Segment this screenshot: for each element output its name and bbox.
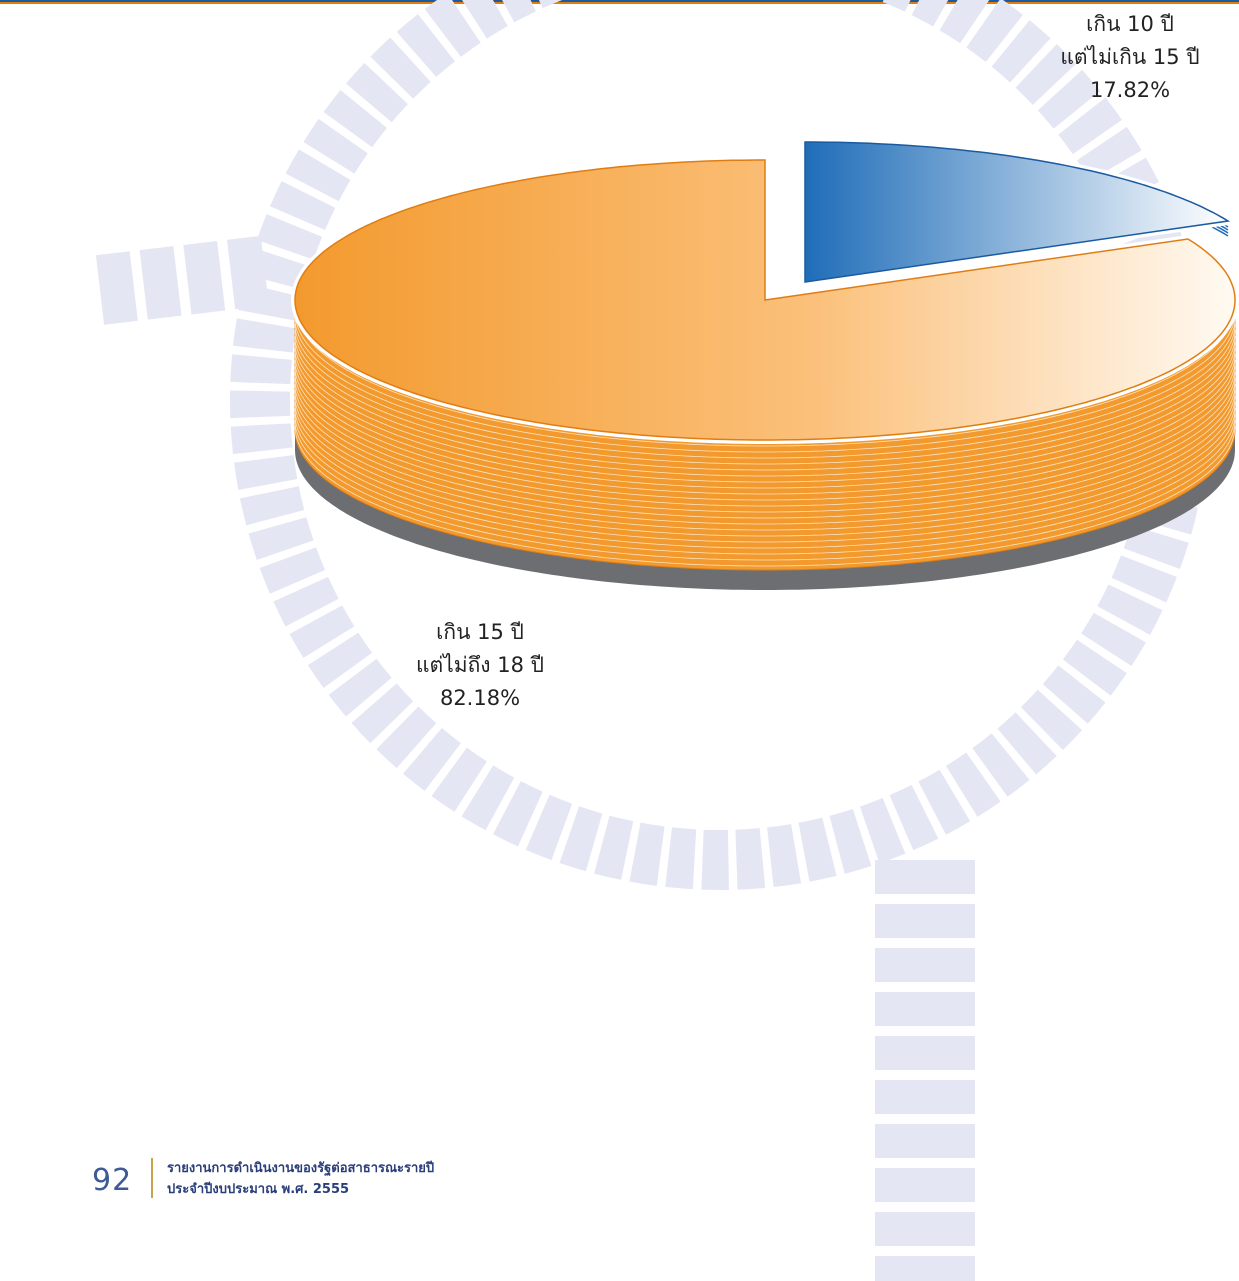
footer-line: ประจำปีงบประมาณ พ.ศ. 2555: [167, 1178, 349, 1199]
value-label: 82.18%: [380, 682, 580, 715]
decor-row: [100, 270, 270, 290]
legend-label: เกิน 10 ปี แต่ไม่เกิน 15 ปี: [1030, 8, 1230, 74]
footer-divider: [151, 1158, 153, 1198]
page-number: 92: [92, 1163, 132, 1198]
pie: [295, 142, 1235, 590]
chart: [0, 0, 1239, 1281]
legend: เกิน 10 ปี แต่ไม่เกิน 15 ปี17.82%: [1030, 8, 1230, 107]
page: 92 รายงานการดำเนินงานของรัฐต่อสาธารณะราย…: [0, 0, 1239, 1281]
legend: เกิน 15 ปี แต่ไม่ถึง 18 ปี82.18%: [380, 616, 580, 715]
legend-label: เกิน 15 ปี แต่ไม่ถึง 18 ปี: [380, 616, 580, 682]
value-label: 17.82%: [1030, 74, 1230, 107]
footer-line: รายงานการดำเนินงานของรัฐต่อสาธารณะรายปี: [167, 1157, 434, 1178]
